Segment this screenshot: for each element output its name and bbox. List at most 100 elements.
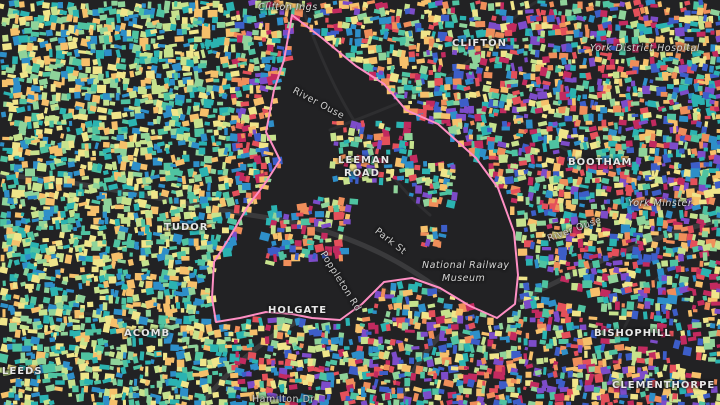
parcel [132, 23, 143, 30]
parcel [494, 330, 503, 337]
parcel [389, 72, 400, 83]
parcel [468, 134, 474, 140]
parcel [523, 316, 528, 322]
parcel [716, 56, 720, 63]
parcel [2, 34, 9, 42]
parcel [499, 357, 504, 361]
parcel [637, 91, 643, 98]
parcel [546, 324, 552, 332]
parcel [74, 353, 79, 358]
parcel [307, 244, 314, 251]
parcel [67, 161, 76, 168]
parcel [188, 29, 199, 35]
parcel [553, 112, 563, 119]
parcel [111, 161, 118, 171]
parcel [13, 0, 20, 8]
parcel [446, 349, 450, 356]
parcel [498, 100, 505, 109]
parcel [384, 10, 390, 15]
parcel [74, 84, 83, 93]
parcel [145, 360, 151, 365]
parcel [583, 332, 588, 336]
parcel [228, 63, 238, 69]
parcel [705, 184, 711, 188]
parcel [530, 49, 536, 55]
parcel [126, 337, 132, 346]
parcel [541, 385, 547, 392]
parcel [242, 182, 251, 191]
parcel [77, 191, 82, 197]
parcel [236, 10, 240, 16]
parcel [605, 261, 612, 267]
parcel [372, 66, 378, 71]
parcel [15, 220, 22, 226]
parcel [181, 175, 187, 185]
parcel [547, 400, 554, 405]
parcel [39, 85, 44, 91]
parcel [437, 241, 442, 248]
parcel [362, 1, 369, 9]
parcel [133, 203, 140, 212]
parcel [167, 58, 176, 63]
parcel [30, 3, 35, 12]
parcel [600, 44, 606, 51]
parcel [102, 93, 112, 101]
parcel [119, 22, 127, 32]
parcel [648, 156, 655, 161]
parcel [653, 51, 660, 58]
parcel [7, 183, 17, 189]
parcel [38, 22, 45, 29]
parcel [25, 21, 30, 27]
parcel [9, 93, 14, 99]
parcel [230, 15, 237, 21]
parcel [93, 275, 99, 282]
parcel [423, 161, 428, 167]
parcel [517, 345, 522, 350]
parcel [111, 111, 122, 120]
parcel [715, 401, 720, 405]
parcel [330, 379, 335, 388]
parcel [671, 282, 678, 289]
parcel [632, 282, 638, 287]
parcel [339, 247, 350, 255]
parcel [535, 76, 542, 85]
parcel [38, 120, 44, 126]
parcel [677, 163, 682, 169]
parcel [608, 45, 618, 51]
parcel [535, 16, 542, 22]
parcel [169, 78, 176, 86]
parcel [612, 14, 617, 19]
parcel [14, 311, 22, 317]
parcel [181, 65, 191, 72]
parcel [266, 44, 274, 52]
parcel [26, 77, 33, 84]
parcel [692, 331, 702, 337]
parcel [77, 113, 89, 121]
parcel [350, 57, 357, 62]
parcel [169, 275, 179, 281]
parcel [233, 204, 240, 214]
parcel [619, 315, 627, 320]
parcel [463, 388, 472, 395]
parcel [151, 190, 158, 199]
parcel [411, 346, 420, 350]
parcel [625, 196, 632, 203]
parcel [336, 379, 341, 384]
parcel [588, 85, 595, 93]
parcel [211, 24, 216, 31]
parcel [669, 99, 675, 106]
parcel [491, 92, 500, 100]
parcel [247, 163, 254, 168]
parcel [18, 147, 23, 152]
parcel [523, 113, 529, 119]
parcel [13, 197, 18, 204]
parcel [283, 55, 294, 62]
parcel [199, 358, 207, 367]
parcel [191, 141, 200, 149]
parcel [221, 93, 228, 100]
parcel [439, 72, 447, 77]
parcel [692, 322, 702, 329]
parcel [669, 142, 679, 150]
